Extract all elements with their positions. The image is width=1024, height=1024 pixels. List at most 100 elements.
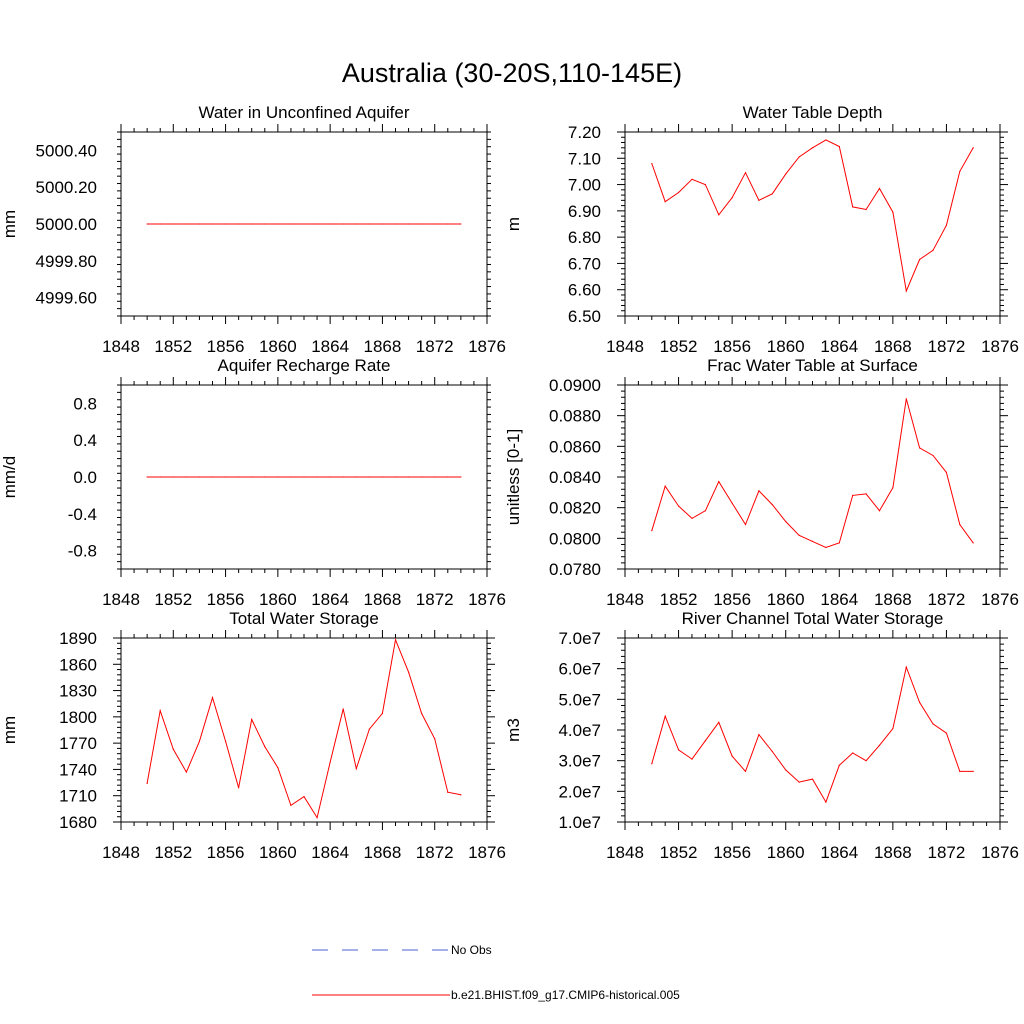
data-point <box>407 223 410 225</box>
data-point <box>651 162 653 165</box>
y-tick-label: 1800 <box>59 708 97 727</box>
data-point <box>972 147 974 149</box>
x-tick-label: 1872 <box>928 590 966 609</box>
data-point <box>892 487 894 489</box>
y-tick-label: 0.0880 <box>549 407 601 426</box>
data-point <box>185 476 187 478</box>
x-tick-label: 1860 <box>259 843 297 862</box>
data-point <box>651 530 653 532</box>
data-point <box>945 732 948 734</box>
data-point <box>932 249 934 251</box>
data-point <box>785 769 787 771</box>
data-point <box>368 223 370 225</box>
panel-6: River Channel Total Water Storage m3 1848 1… <box>504 609 1019 862</box>
data-point <box>932 454 934 457</box>
y-tick-label: 1680 <box>59 813 97 832</box>
data-point <box>238 476 240 478</box>
x-tick-label: 1864 <box>311 590 349 609</box>
data-point <box>290 804 292 806</box>
panel-4: Frac Water Table at Surface unitless [0-1… <box>504 356 1019 609</box>
data-point <box>811 147 814 149</box>
data-point <box>394 639 397 641</box>
data-point <box>905 398 907 400</box>
x-tick-label: 1860 <box>767 590 805 609</box>
data-point <box>919 447 921 449</box>
data-point <box>421 712 423 714</box>
data-point <box>238 787 240 789</box>
data-point <box>407 476 410 478</box>
y-tick-label: 6.50 <box>568 307 601 326</box>
data-point <box>852 494 854 496</box>
x-tick-label: 1860 <box>259 337 297 356</box>
y-tick-label: 0.0900 <box>549 376 601 395</box>
x-tick-label: 1872 <box>928 337 966 356</box>
data-point <box>691 178 693 180</box>
y-tick-label: 1830 <box>59 682 97 701</box>
data-point <box>251 718 253 721</box>
y-tick-label: 7.10 <box>568 149 601 168</box>
y-tick-label: 1740 <box>59 760 97 779</box>
y-tick-label: 3.0e7 <box>558 752 601 771</box>
data-point <box>664 485 666 487</box>
data-point <box>651 763 653 765</box>
data-point <box>394 476 397 478</box>
data-point <box>972 770 974 773</box>
data-point <box>277 767 279 769</box>
x-tick-label: 1876 <box>981 843 1019 862</box>
data-point <box>211 223 214 225</box>
x-tick-label: 1852 <box>660 843 698 862</box>
data-point <box>159 710 161 712</box>
y-tick-label: 4999.60 <box>36 289 97 308</box>
data-point <box>329 476 331 478</box>
data-point <box>264 476 266 478</box>
data-point <box>744 172 747 174</box>
data-point <box>159 223 161 225</box>
legend-no-obs-label: No Obs <box>451 943 492 957</box>
x-tick-label: 1872 <box>416 590 454 609</box>
series-line <box>651 665 974 804</box>
y-axis-label: m <box>504 217 523 231</box>
data-point <box>878 510 881 512</box>
data-point <box>172 476 174 478</box>
data-point <box>945 471 948 473</box>
data-point <box>704 183 706 186</box>
x-tick-label: 1868 <box>364 590 402 609</box>
data-point <box>785 173 787 175</box>
legend-model-label: b.e21.BHIST.f09_g17.CMIP6-historical.005 <box>451 988 680 1002</box>
x-tick-label: 1868 <box>874 843 912 862</box>
data-point <box>892 211 894 213</box>
y-tick-label: 1860 <box>59 655 97 674</box>
data-point <box>421 476 423 478</box>
y-tick-label: 5000.40 <box>36 141 97 160</box>
x-tick-label: 1856 <box>713 843 751 862</box>
data-point <box>852 206 854 208</box>
x-tick-label: 1852 <box>154 337 192 356</box>
data-point <box>865 760 867 762</box>
data-point <box>865 493 867 495</box>
x-tick-label: 1848 <box>606 590 644 609</box>
x-tick-label: 1848 <box>606 337 644 356</box>
x-tick-label: 1876 <box>468 337 506 356</box>
data-point <box>945 224 948 226</box>
x-tick-label: 1856 <box>713 337 751 356</box>
data-point <box>342 708 344 710</box>
data-point <box>447 223 449 225</box>
data-point <box>852 752 854 754</box>
data-point <box>368 476 370 478</box>
x-tick-label: 1864 <box>311 337 349 356</box>
data-point <box>758 490 760 492</box>
data-point <box>381 476 384 478</box>
x-tick-label: 1856 <box>207 337 245 356</box>
series-line <box>146 638 461 819</box>
y-tick-label: 0.4 <box>73 431 97 450</box>
data-point <box>744 770 747 773</box>
panel-1: Water in Unconfined Aquifer mm 1848 1852 185… <box>0 103 506 356</box>
data-point <box>447 476 449 478</box>
y-tick-label: 4999.80 <box>36 252 97 271</box>
y-axis-label: unitless [0-1] <box>504 429 523 525</box>
data-point <box>198 476 201 478</box>
data-point <box>865 208 867 211</box>
x-tick-label: 1848 <box>102 590 140 609</box>
x-tick-label: 1852 <box>154 590 192 609</box>
x-tick-label: 1864 <box>820 337 858 356</box>
